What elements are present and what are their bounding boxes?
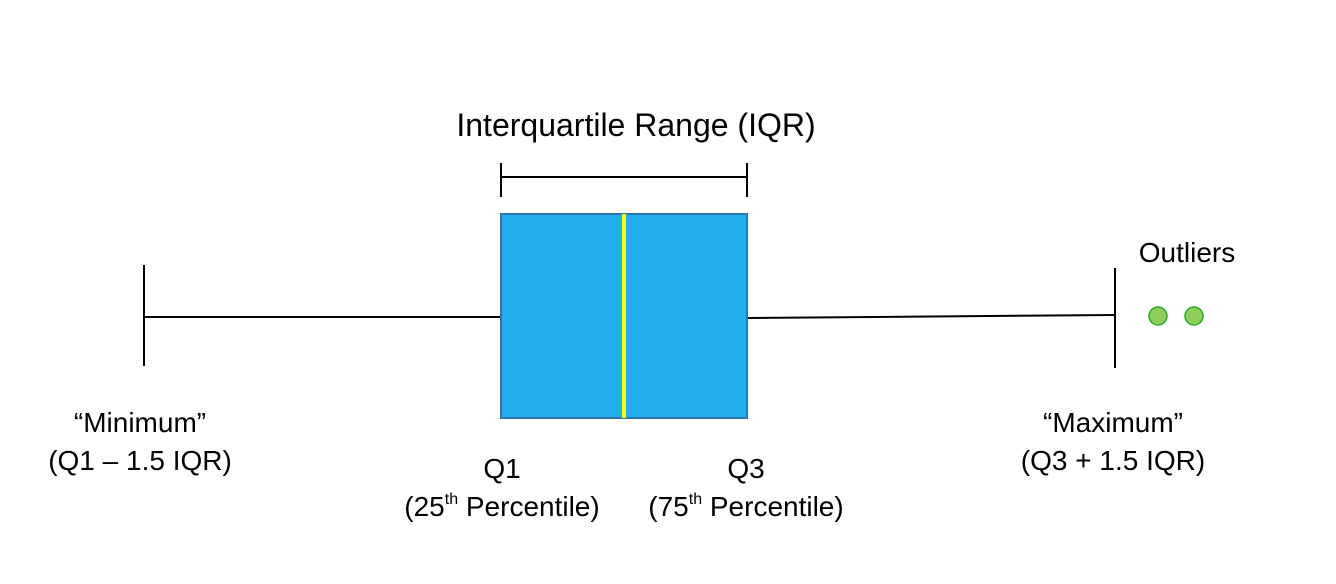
minimum-title: “Minimum”	[73, 407, 207, 438]
outlier-point	[1184, 306, 1204, 326]
iqr-bracket	[500, 163, 748, 197]
maximum-title: “Maximum”	[1043, 407, 1183, 438]
q1-name: Q1	[483, 453, 521, 484]
minimum-formula: (Q1 – 1.5 IQR)	[48, 445, 232, 476]
q3-percentile: (75th Percentile)	[648, 490, 844, 522]
q3-label: Q3 (75th Percentile)	[614, 450, 878, 526]
q1-percentile: (25th Percentile)	[404, 490, 600, 522]
minimum-label: “Minimum” (Q1 – 1.5 IQR)	[10, 404, 270, 480]
maximum-formula: (Q3 + 1.5 IQR)	[1020, 445, 1206, 476]
q3-name: Q3	[727, 453, 765, 484]
q1-label: Q1 (25th Percentile)	[372, 450, 632, 526]
outlier-point	[1148, 306, 1168, 326]
outliers-label: Outliers	[1138, 237, 1236, 268]
iqr-title: Interquartile Range (IQR)	[456, 107, 816, 143]
maximum-label: “Maximum” (Q3 + 1.5 IQR)	[988, 404, 1238, 480]
right-whisker	[746, 314, 1116, 319]
